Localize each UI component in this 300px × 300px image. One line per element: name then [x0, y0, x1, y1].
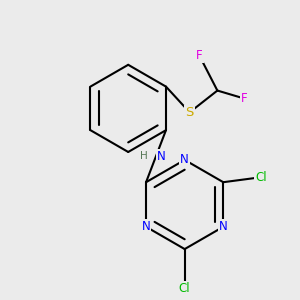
Text: S: S — [185, 106, 194, 119]
Text: N: N — [142, 220, 150, 233]
Text: F: F — [196, 50, 203, 62]
Text: N: N — [219, 220, 228, 233]
Text: F: F — [241, 92, 247, 105]
Text: H: H — [140, 151, 148, 161]
Text: N: N — [180, 153, 189, 167]
Text: Cl: Cl — [179, 282, 190, 295]
Text: N: N — [157, 150, 165, 163]
Text: Cl: Cl — [255, 171, 267, 184]
